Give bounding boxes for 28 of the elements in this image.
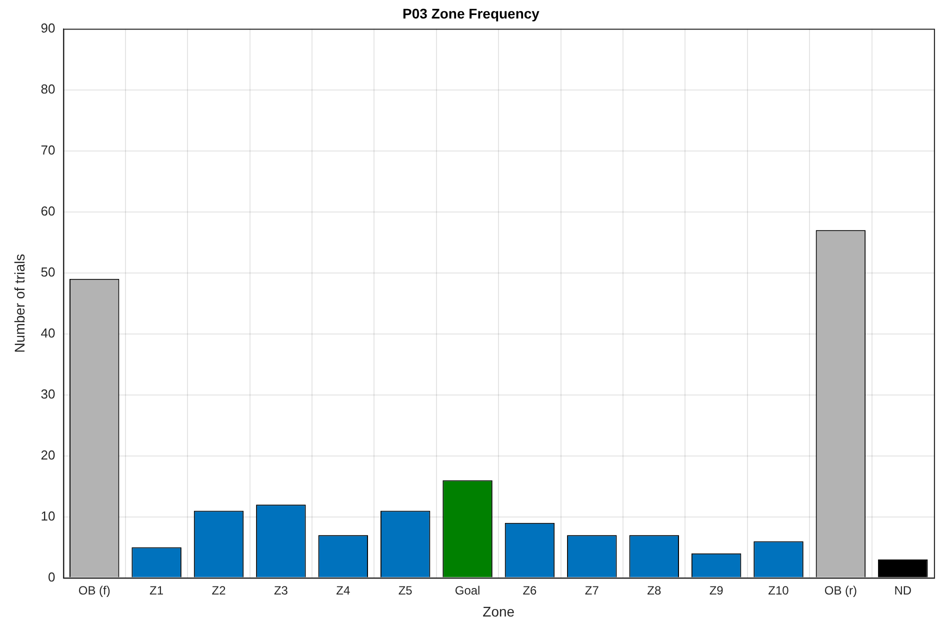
- y-axis-title: Number of trials: [11, 254, 28, 353]
- x-tick-label: Z8: [647, 583, 662, 598]
- y-tick-label: 70: [40, 142, 56, 158]
- x-axis-title: Zone: [482, 603, 515, 620]
- y-tick-label: 80: [40, 81, 56, 96]
- chart-title: P03 Zone Frequency: [402, 5, 540, 22]
- x-tick-label: Z2: [212, 583, 226, 598]
- x-tick-label: Goal: [454, 583, 480, 598]
- y-tick-label: 0: [48, 569, 56, 584]
- x-tick-label: Z10: [768, 583, 790, 598]
- x-tick-label: OB (f): [78, 583, 110, 598]
- y-tick-label: 50: [40, 264, 56, 280]
- x-tick-label: Z9: [709, 583, 724, 598]
- x-tick-label: Z4: [336, 583, 350, 598]
- y-tick-label: 10: [40, 508, 56, 524]
- y-tick-label: 40: [40, 325, 56, 340]
- y-tick-label: 60: [40, 203, 56, 218]
- x-tick-label: Z5: [398, 583, 413, 598]
- x-tick-label: Z3: [274, 583, 288, 598]
- x-tick-label: Z6: [522, 583, 538, 598]
- x-tick-label: OB (r): [824, 583, 858, 598]
- y-tick-label: 90: [40, 20, 56, 36]
- y-tick-label: 20: [40, 447, 56, 462]
- y-tick-label: 30: [40, 386, 56, 402]
- bar: [878, 560, 928, 578]
- x-tick-label: ND: [894, 583, 912, 598]
- x-tick-label: Z7: [584, 583, 600, 598]
- x-tick-label: Z1: [150, 583, 164, 598]
